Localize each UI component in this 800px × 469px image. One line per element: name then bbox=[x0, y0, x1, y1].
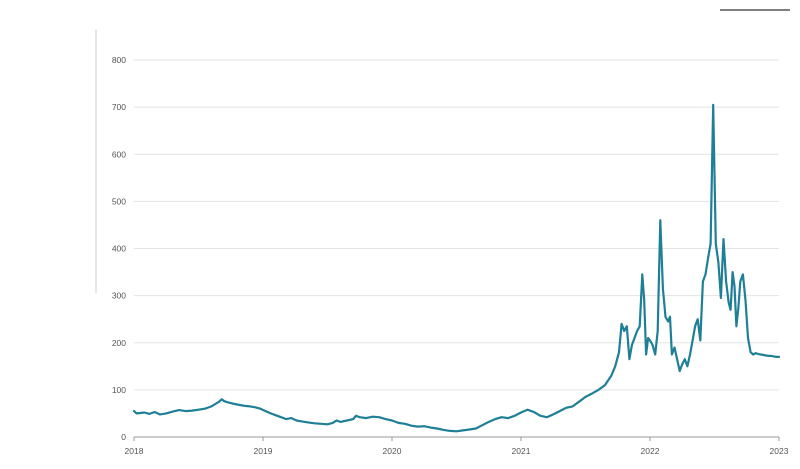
x-tick-label: 2020 bbox=[383, 446, 402, 456]
y-tick-label: 0 bbox=[121, 432, 126, 442]
y-tick-label: 300 bbox=[112, 291, 126, 301]
y-tick-label: 100 bbox=[112, 385, 126, 395]
x-tick-label: 2019 bbox=[254, 446, 273, 456]
y-tick-label: 500 bbox=[112, 196, 126, 206]
x-tick-label: 2018 bbox=[125, 446, 144, 456]
series-line-0 bbox=[132, 103, 781, 433]
series-layer bbox=[132, 103, 781, 433]
axes: 0 100 200 300 400 500 600 700 800 2018 2019 2020 202… bbox=[112, 55, 789, 456]
y-tick-label: 600 bbox=[112, 149, 126, 159]
y-tick-label: 800 bbox=[112, 55, 126, 65]
x-tick-label: 2023 bbox=[770, 446, 789, 456]
y-tick-label: 400 bbox=[112, 244, 126, 254]
x-tick-label: 2022 bbox=[641, 446, 660, 456]
x-tick-label: 2021 bbox=[512, 446, 531, 456]
y-tick-label: 700 bbox=[112, 102, 126, 112]
gridlines bbox=[134, 59, 779, 391]
y-tick-label: 200 bbox=[112, 338, 126, 348]
